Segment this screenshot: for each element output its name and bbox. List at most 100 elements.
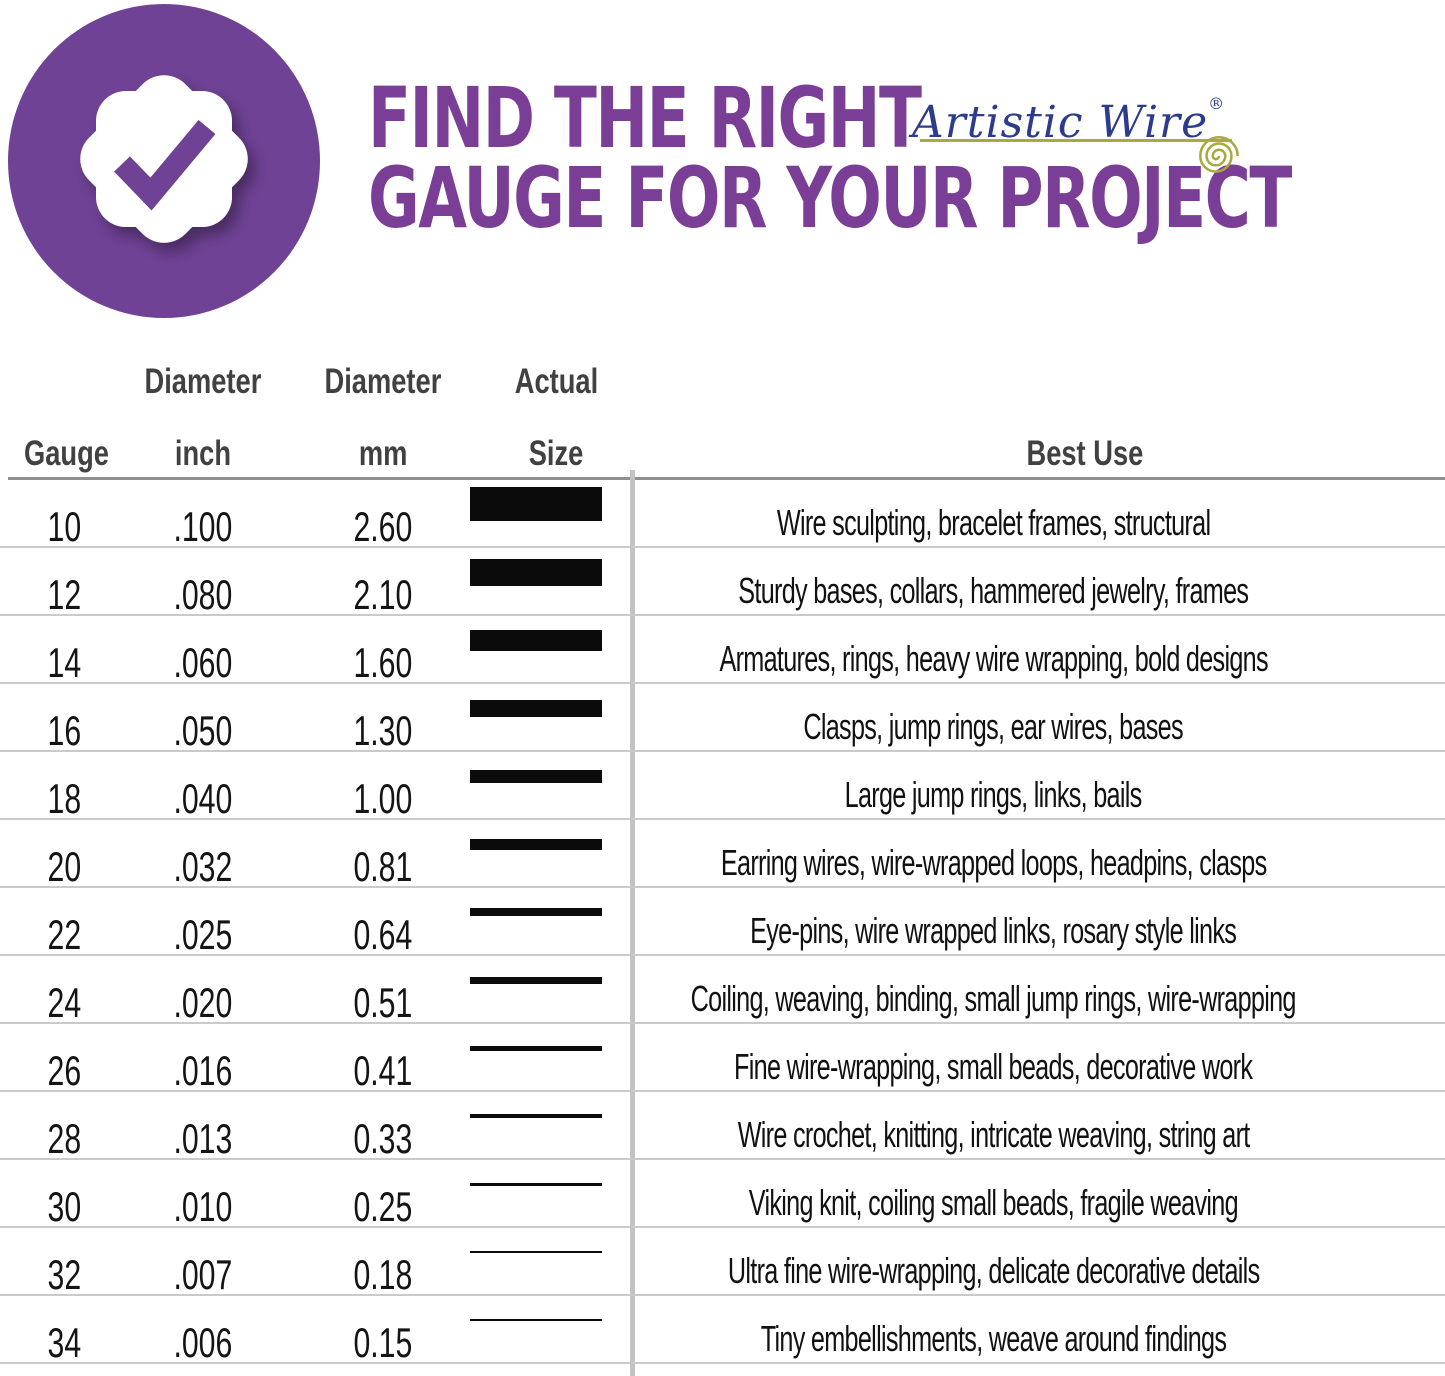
diameter-inch-cell: .060 bbox=[128, 616, 278, 696]
wire-size-bar bbox=[470, 976, 602, 984]
diameter-mm-value: 2.10 bbox=[353, 571, 413, 618]
diameter-inch-value: .050 bbox=[173, 707, 233, 754]
col-header-mm: mm bbox=[358, 434, 408, 473]
best-use-cell: Large jump rings, links, bails bbox=[630, 752, 1445, 828]
page-title-line2: GAUGE FOR YOUR PROJECT bbox=[368, 149, 1292, 247]
gauge-value: 14 bbox=[47, 639, 81, 686]
diameter-inch-value: .080 bbox=[173, 571, 233, 618]
best-use-text: Clasps, jump rings, ear wires, bases bbox=[803, 706, 1184, 747]
col-header-actual: Actual bbox=[514, 362, 598, 401]
gauge-value: 28 bbox=[47, 1115, 81, 1162]
diameter-mm-value: 0.33 bbox=[353, 1115, 413, 1162]
diameter-inch-cell: .013 bbox=[128, 1092, 278, 1172]
page-title-line1: FIND THE RIGHT bbox=[368, 69, 922, 167]
wire-size-bar bbox=[470, 1319, 602, 1321]
best-use-cell: Eye-pins, wire wrapped links, rosary sty… bbox=[630, 888, 1445, 964]
gauge-cell: 22 bbox=[0, 888, 128, 968]
gauge-table-body: 10 .100 2.60 Wire sculpting, bracelet fr… bbox=[0, 480, 1445, 1366]
wire-spiral-icon bbox=[1199, 136, 1239, 173]
diameter-mm-value: 0.51 bbox=[353, 979, 413, 1026]
diameter-mm-value: 0.81 bbox=[353, 843, 413, 890]
table-row: 16 .050 1.30 Clasps, jump rings, ear wir… bbox=[0, 684, 1445, 754]
best-use-text: Wire sculpting, bracelet frames, structu… bbox=[776, 502, 1211, 543]
diameter-inch-cell: .006 bbox=[128, 1296, 278, 1376]
gauge-cell: 26 bbox=[0, 1024, 128, 1104]
diameter-inch-cell: .016 bbox=[128, 1024, 278, 1104]
table-row: 34 .006 0.15 Tiny embellishments, weave … bbox=[0, 1296, 1445, 1366]
diameter-mm-value: 1.30 bbox=[353, 707, 413, 754]
diameter-mm-cell: 1.30 bbox=[278, 684, 488, 764]
diameter-mm-cell: 0.64 bbox=[278, 888, 488, 968]
diameter-inch-value: .006 bbox=[173, 1319, 233, 1366]
gauge-cell: 10 bbox=[0, 480, 128, 560]
diameter-mm-value: 2.60 bbox=[353, 503, 413, 550]
diameter-inch-cell: .032 bbox=[128, 820, 278, 900]
best-use-cell: Armatures, rings, heavy wire wrapping, b… bbox=[630, 616, 1445, 692]
best-use-text: Eye-pins, wire wrapped links, rosary sty… bbox=[750, 910, 1237, 951]
wire-size-bar bbox=[470, 699, 602, 717]
gauge-value: 34 bbox=[47, 1319, 81, 1366]
gauge-cell: 18 bbox=[0, 752, 128, 832]
gauge-value: 12 bbox=[47, 571, 81, 618]
diameter-mm-cell: 0.51 bbox=[278, 956, 488, 1036]
diameter-mm-cell: 0.18 bbox=[278, 1228, 488, 1308]
wire-size-bar bbox=[470, 908, 602, 916]
check-seal-icon bbox=[80, 75, 248, 243]
wire-size-bar bbox=[470, 1114, 602, 1118]
gauge-value: 10 bbox=[47, 503, 81, 550]
best-use-cell: Viking knit, coiling small beads, fragil… bbox=[630, 1160, 1445, 1236]
wire-size-bar bbox=[470, 1251, 602, 1253]
diameter-mm-value: 1.00 bbox=[353, 775, 413, 822]
diameter-mm-cell: 2.10 bbox=[278, 548, 488, 628]
best-use-cell: Wire sculpting, bracelet frames, structu… bbox=[630, 480, 1445, 556]
best-use-text: Sturdy bases, collars, hammered jewelry,… bbox=[738, 570, 1249, 611]
table-row: 12 .080 2.10 Sturdy bases, collars, hamm… bbox=[0, 548, 1445, 618]
diameter-inch-value: .025 bbox=[173, 911, 233, 958]
diameter-inch-cell: .100 bbox=[128, 480, 278, 560]
best-use-cell: Ultra fine wire-wrapping, delicate decor… bbox=[630, 1228, 1445, 1304]
best-use-text: Large jump rings, links, bails bbox=[845, 774, 1143, 815]
diameter-mm-cell: 2.60 bbox=[278, 480, 488, 560]
wire-size-bar bbox=[470, 487, 602, 521]
registered-mark: ® bbox=[1208, 94, 1226, 113]
gauge-value: 22 bbox=[47, 911, 81, 958]
checkmark-icon bbox=[114, 119, 216, 211]
gauge-value: 18 bbox=[47, 775, 81, 822]
diameter-inch-value: .007 bbox=[173, 1251, 233, 1298]
wire-size-bar bbox=[470, 769, 602, 783]
diameter-inch-cell: .040 bbox=[128, 752, 278, 832]
brand-underline bbox=[920, 139, 1232, 142]
best-use-text: Tiny embellishments, weave around findin… bbox=[760, 1318, 1227, 1359]
table-row: 26 .016 0.41 Fine wire-wrapping, small b… bbox=[0, 1024, 1445, 1094]
diameter-inch-value: .100 bbox=[173, 503, 233, 550]
diameter-mm-cell: 0.25 bbox=[278, 1160, 488, 1240]
table-row: 24 .020 0.51 Coiling, weaving, binding, … bbox=[0, 956, 1445, 1026]
diameter-mm-value: 0.15 bbox=[353, 1319, 413, 1366]
best-use-cell: Sturdy bases, collars, hammered jewelry,… bbox=[630, 548, 1445, 624]
diameter-mm-value: 0.41 bbox=[353, 1047, 413, 1094]
gauge-cell: 16 bbox=[0, 684, 128, 764]
gauge-cell: 28 bbox=[0, 1092, 128, 1172]
best-use-cell: Tiny embellishments, weave around findin… bbox=[630, 1296, 1445, 1372]
gauge-cell: 30 bbox=[0, 1160, 128, 1240]
gauge-cell: 14 bbox=[0, 616, 128, 696]
best-use-text: Ultra fine wire-wrapping, delicate decor… bbox=[727, 1250, 1260, 1291]
best-use-cell: Coiling, weaving, binding, small jump ri… bbox=[630, 956, 1445, 1032]
table-row: 20 .032 0.81 Earring wires, wire-wrapped… bbox=[0, 820, 1445, 890]
col-header-inch: inch bbox=[174, 434, 232, 473]
diameter-mm-cell: 0.41 bbox=[278, 1024, 488, 1104]
col-header-gauge: Gauge bbox=[23, 434, 109, 473]
gauge-value: 20 bbox=[47, 843, 81, 890]
gauge-value: 24 bbox=[47, 979, 81, 1026]
diameter-inch-value: .020 bbox=[173, 979, 233, 1026]
gauge-value: 32 bbox=[47, 1251, 81, 1298]
diameter-mm-cell: 1.00 bbox=[278, 752, 488, 832]
gauge-cell: 24 bbox=[0, 956, 128, 1036]
diameter-mm-cell: 1.60 bbox=[278, 616, 488, 696]
col-header-diameter-mm: Diameter bbox=[324, 362, 442, 401]
best-use-text: Armatures, rings, heavy wire wrapping, b… bbox=[719, 638, 1268, 679]
wire-size-bar bbox=[470, 558, 602, 586]
best-use-cell: Earring wires, wire-wrapped loops, headp… bbox=[630, 820, 1445, 896]
best-use-text: Viking knit, coiling small beads, fragil… bbox=[748, 1182, 1239, 1223]
wire-size-bar bbox=[470, 1182, 602, 1186]
